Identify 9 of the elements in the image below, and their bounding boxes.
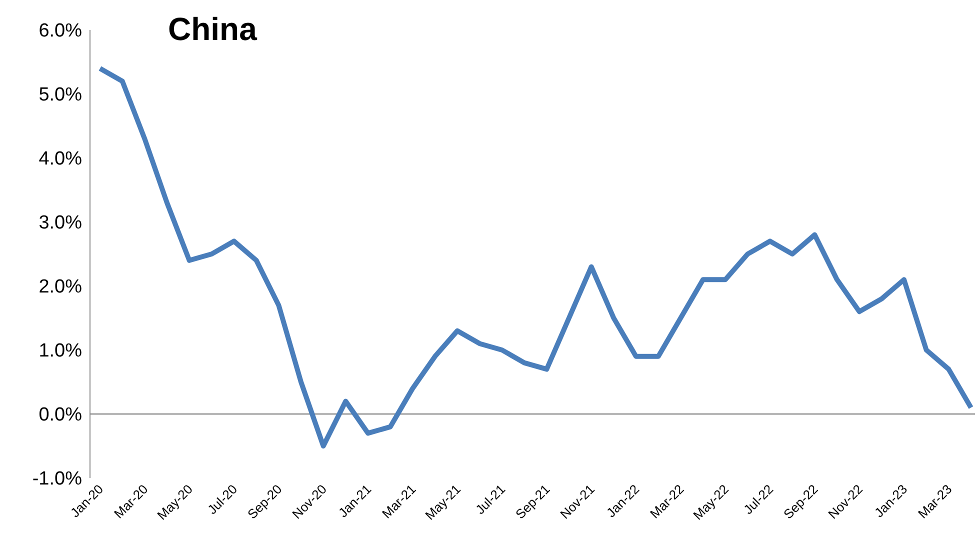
- y-tick-label: 6.0%: [38, 20, 82, 42]
- y-tick-label: 2.0%: [38, 276, 82, 298]
- y-tick-label: 5.0%: [38, 84, 82, 106]
- y-tick-label: 4.0%: [38, 148, 82, 170]
- chart-title: China: [168, 11, 258, 47]
- y-tick-label: 3.0%: [38, 212, 82, 234]
- y-tick-label: 0.0%: [38, 404, 82, 426]
- y-tick-label: -1.0%: [32, 468, 82, 490]
- y-tick-label: 1.0%: [38, 340, 82, 362]
